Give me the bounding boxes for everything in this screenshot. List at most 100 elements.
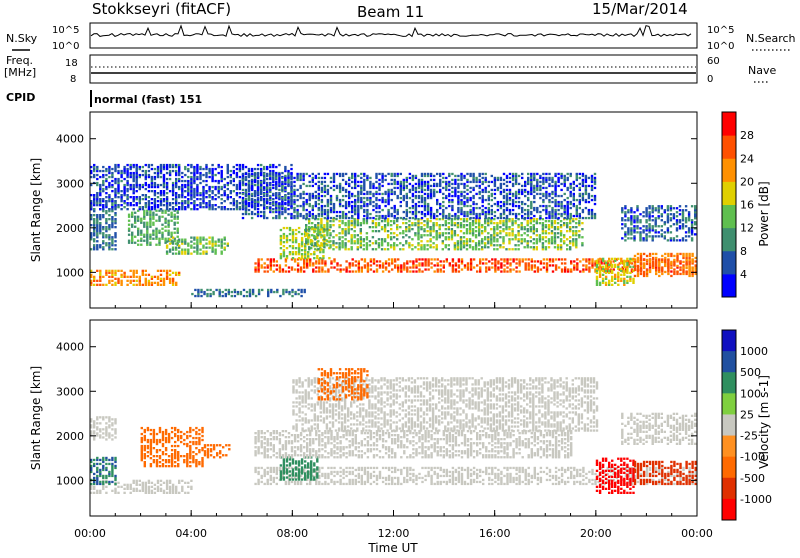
heatmap-cell [105,192,107,194]
heatmap-cell [344,232,346,234]
heatmap-cell [430,217,432,219]
heatmap-cell [327,189,329,191]
heatmap-cell [506,177,508,179]
heatmap-cell [275,177,277,179]
heatmap-cell [111,224,113,226]
heatmap-cell [99,190,101,192]
heatmap-cell [174,222,176,224]
heatmap-cell [322,251,324,253]
heatmap-cell [387,199,389,201]
heatmap-cell [564,205,566,207]
heatmap-cell [372,201,374,203]
heatmap-cell [137,216,139,218]
heatmap-cell [518,205,520,207]
heatmap-cell [136,164,138,166]
heatmap-cell [263,189,265,191]
heatmap-cell [360,230,362,232]
heatmap-cell [451,232,453,234]
heatmap-cell [554,232,556,234]
heatmap-cell [143,236,145,238]
heatmap-cell [142,274,144,276]
heatmap-cell [260,181,262,183]
heatmap-cell [629,276,631,278]
heatmap-cell [570,195,572,197]
heatmap-cell [187,243,189,245]
heatmap-cell [111,236,113,238]
heatmap-cell [360,242,362,244]
heatmap-cell [114,188,116,190]
heatmap-cell [233,190,235,192]
heatmap-cell [579,260,581,262]
heatmap-cell [560,248,562,250]
heatmap-cell [136,280,138,282]
heatmap-cell [161,216,163,218]
heatmap-cell [582,217,584,219]
heatmap-cell [306,199,308,201]
heatmap-cell [481,242,483,244]
heatmap-cell [454,232,456,234]
heatmap-cell [330,203,332,205]
heatmap-cell [318,207,320,209]
heatmap-cell [527,222,529,224]
heatmap-cell [261,264,263,266]
heatmap-cell [338,248,340,250]
heatmap-cell [309,181,311,183]
heatmap-cell [363,173,365,175]
heatmap-cell [448,228,450,230]
heatmap-cell [358,268,360,270]
heatmap-cell [685,257,687,259]
heatmap-cell [521,207,523,209]
heatmap-cell [652,239,654,241]
heatmap-cell [542,199,544,201]
heatmap-cell [326,224,328,226]
heatmap-cell [242,184,244,186]
heatmap-cell [478,244,480,246]
heatmap-cell [260,187,262,189]
heatmap-cell [579,173,581,175]
heatmap-cell [309,185,311,187]
heatmap-cell [111,202,113,204]
heatmap-cell [196,247,198,249]
heatmap-cell [224,194,226,196]
heatmap-cell [175,180,177,182]
heatmap-cell [272,181,274,183]
heatmap-cell [475,181,477,183]
heatmap-cell [524,195,526,197]
heatmap-cell [576,199,578,201]
heatmap-cell [533,195,535,197]
heatmap-cell [142,166,144,168]
heatmap-cell [417,224,419,226]
heatmap-cell [338,226,340,228]
heatmap-cell [239,186,241,188]
heatmap-cell [467,262,469,264]
heatmap-cell [224,208,226,210]
heatmap-cell [488,181,490,183]
heatmap-cell [142,194,144,196]
heatmap-cell [117,188,119,190]
heatmap-cell [493,232,495,234]
heatmap-cell [396,226,398,228]
heatmap-cell [490,234,492,236]
heatmap-cell [361,268,363,270]
heatmap-cell [266,217,268,219]
heatmap-cell [248,209,250,211]
heatmap-cell [329,244,331,246]
heatmap-cell [148,174,150,176]
heatmap-cell [661,259,663,261]
heatmap-cell [354,173,356,175]
heatmap-cell [278,215,280,217]
heatmap-cell [321,209,323,211]
heatmap-cell [224,237,226,239]
heatmap-cell [318,195,320,197]
heatmap-cell [108,244,110,246]
heatmap-cell [545,220,547,222]
heatmap-cell [345,195,347,197]
heatmap-cell [146,224,148,226]
heatmap-cell [202,188,204,190]
heatmap-cell [448,193,450,195]
heatmap-cell [548,193,550,195]
heatmap-cell [170,234,172,236]
heatmap-cell [688,261,690,263]
heatmap-cell [295,253,297,255]
heatmap-cell [372,185,374,187]
